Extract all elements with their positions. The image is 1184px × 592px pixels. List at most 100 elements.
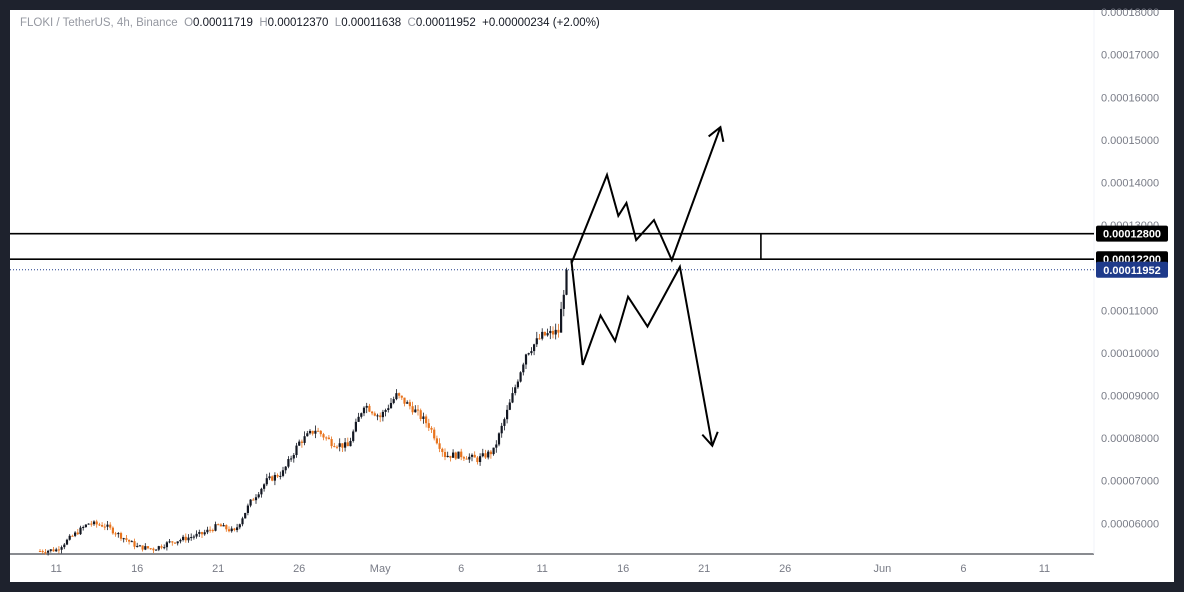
candle-body	[241, 518, 244, 525]
candle-body	[254, 497, 258, 501]
legend-low-value: 0.00011638	[341, 17, 402, 29]
candle-body	[546, 333, 549, 336]
x-tick-label: May	[370, 563, 391, 575]
candle-body	[368, 405, 371, 412]
candle-body	[209, 529, 212, 531]
candle-body	[322, 434, 325, 438]
candle-body	[371, 411, 374, 414]
candle-body	[527, 353, 530, 355]
candle-body	[384, 410, 387, 412]
legend-close-key: C	[407, 17, 416, 29]
candle-body	[511, 393, 514, 403]
candle-body	[381, 411, 384, 418]
y-tick-label: 0.00015000	[1101, 135, 1159, 147]
candle-body	[314, 430, 317, 434]
y-tick-label: 0.00016000	[1101, 92, 1159, 104]
candle-body	[273, 474, 276, 481]
x-tick-label: 26	[293, 563, 305, 575]
candle-body	[271, 476, 274, 481]
candle-body	[152, 548, 155, 551]
candle-body	[379, 415, 382, 418]
candle-body	[473, 454, 476, 458]
candle-body	[487, 451, 490, 458]
candle-body	[341, 443, 344, 448]
legend-symbol: FLOKI / TetherUS, 4h, Binance	[20, 17, 178, 29]
candle-body	[400, 395, 403, 398]
candle-body	[57, 549, 60, 551]
candle-body	[422, 416, 425, 419]
bullish-projection-path	[570, 126, 722, 264]
y-tick-label: 0.00008000	[1101, 433, 1159, 445]
candle-body	[106, 524, 109, 527]
candle-body	[551, 330, 555, 335]
resistance-price-tag-text: 0.00012800	[1103, 229, 1161, 241]
candle-body	[565, 269, 568, 295]
candle-body	[308, 430, 312, 434]
candle-body	[335, 446, 339, 448]
candle-body	[211, 530, 214, 532]
candle-body	[92, 521, 96, 525]
candle-body	[462, 457, 465, 459]
candle-body	[130, 541, 133, 543]
chart-area[interactable]	[10, 10, 1174, 582]
candle-body	[549, 330, 552, 334]
candle-body	[508, 402, 511, 410]
candle-body	[98, 524, 101, 526]
candle-body	[519, 372, 522, 382]
candle-body	[263, 484, 266, 489]
candle-body	[392, 399, 395, 403]
candle-body	[284, 466, 287, 471]
candle-body	[460, 451, 463, 458]
candle-body	[217, 524, 220, 526]
x-tick-label: 11	[536, 563, 547, 575]
legend-close-value: 0.00011952	[415, 17, 476, 29]
y-tick-label: 0.00017000	[1101, 50, 1159, 62]
last-price-tag	[1096, 261, 1168, 278]
candle-body	[489, 451, 492, 455]
candle-body	[557, 329, 560, 333]
candle-body	[87, 523, 90, 525]
candle-body	[457, 451, 460, 459]
candle-body	[230, 528, 233, 532]
candle-body	[146, 546, 150, 549]
candle-body	[349, 440, 352, 447]
y-tick-label: 0.00018000	[1101, 7, 1159, 19]
candle-body	[195, 533, 198, 537]
candle-body	[176, 541, 179, 544]
candle-body	[163, 547, 166, 549]
candle-body	[373, 413, 376, 416]
candle-body	[376, 415, 379, 417]
candle-body	[65, 539, 69, 545]
candle-body	[95, 521, 98, 525]
candle-body	[438, 443, 441, 449]
candle-body	[290, 458, 293, 460]
candle-body	[192, 536, 195, 538]
bearish-projection-path-arrowhead	[701, 431, 719, 448]
candle-body	[114, 533, 117, 535]
candle-body	[365, 405, 368, 408]
candle-body	[44, 552, 47, 554]
candle-body	[71, 535, 74, 537]
x-tick-label: 6	[960, 563, 966, 575]
candle-body	[206, 529, 209, 533]
candle-body	[311, 430, 314, 434]
legend-open-key: O	[184, 17, 194, 29]
candle-body	[265, 478, 268, 485]
candle-body	[535, 338, 538, 345]
candle-body	[200, 532, 204, 535]
candle-body	[481, 453, 484, 457]
candle-body	[155, 549, 158, 551]
candle-body	[449, 455, 452, 458]
legend-low-key: L	[334, 17, 342, 29]
candle-body	[427, 423, 430, 428]
candle-body	[479, 456, 482, 463]
x-tick-label: 16	[617, 563, 629, 575]
candle-body	[63, 544, 66, 548]
candle-body	[441, 448, 444, 453]
candle-body	[109, 524, 112, 528]
candle-body	[171, 541, 174, 543]
candle-body	[227, 529, 231, 532]
candle-body	[184, 536, 187, 541]
candle-body	[68, 535, 71, 540]
